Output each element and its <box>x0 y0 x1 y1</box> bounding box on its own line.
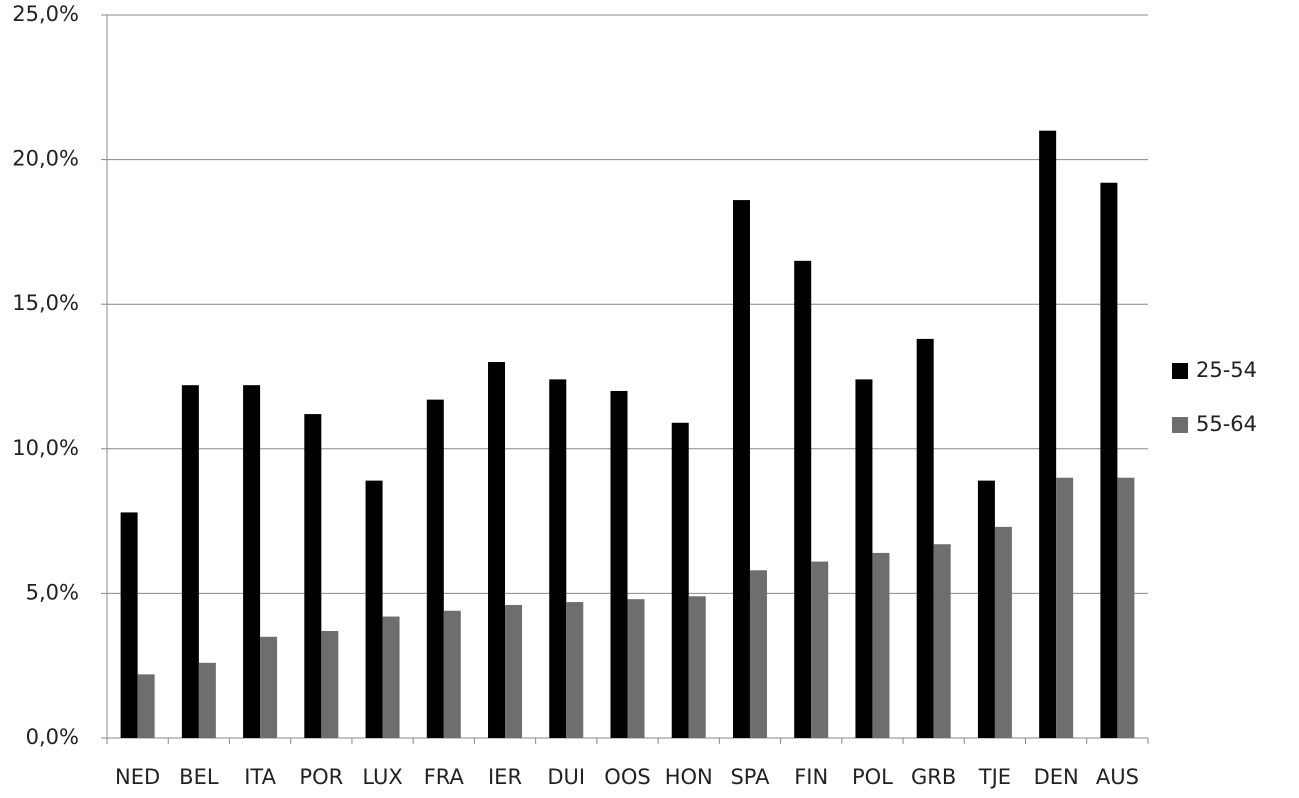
bar <box>181 385 199 738</box>
y-tick-label: 25,0% <box>12 2 79 26</box>
y-tick-label: 20,0% <box>12 147 79 171</box>
x-tick-label: HON <box>665 765 713 789</box>
bar <box>488 362 506 738</box>
y-tick-label: 15,0% <box>12 291 79 315</box>
x-tick-label: TJE <box>978 765 1011 789</box>
bar <box>855 379 873 738</box>
bar <box>627 599 645 738</box>
legend-swatch <box>1172 417 1188 433</box>
x-tick-label: POR <box>299 765 343 789</box>
bar <box>505 604 523 738</box>
bar <box>811 561 829 738</box>
bar <box>382 616 400 738</box>
x-tick-label: DUI <box>547 765 585 789</box>
x-tick-label: NED <box>115 765 160 789</box>
y-tick-label: 5,0% <box>26 580 79 604</box>
bar <box>426 399 444 738</box>
bar <box>933 544 951 738</box>
y-tick-label: 0,0% <box>26 725 79 749</box>
x-tick-label: AUS <box>1096 765 1139 789</box>
bar <box>321 630 339 738</box>
bar <box>1100 182 1118 739</box>
x-tick-label: DEN <box>1034 765 1079 789</box>
bar <box>260 636 278 738</box>
bar <box>1117 477 1135 738</box>
x-tick-label: LUX <box>362 765 402 789</box>
legend-label: 55-64 <box>1196 412 1257 436</box>
bar <box>365 480 383 738</box>
bar <box>688 596 706 738</box>
bar <box>243 385 261 738</box>
bar <box>671 422 689 738</box>
legend-label: 25-54 <box>1196 358 1257 382</box>
bar <box>566 602 584 738</box>
bar <box>1056 477 1074 738</box>
y-tick-label: 10,0% <box>12 436 79 460</box>
bar <box>304 414 322 738</box>
bar <box>794 260 812 738</box>
bar <box>610 390 628 738</box>
bar <box>1039 130 1057 738</box>
x-tick-label: BEL <box>179 765 219 789</box>
bar <box>137 674 155 738</box>
bar <box>198 662 216 738</box>
x-tick-label: GRB <box>911 765 956 789</box>
x-tick-label: FIN <box>794 765 828 789</box>
legend-swatch <box>1172 363 1188 379</box>
bar <box>994 526 1012 738</box>
bar <box>732 200 750 738</box>
bar <box>916 338 934 738</box>
x-tick-label: SPA <box>730 765 770 789</box>
x-tick-label: OOS <box>604 765 650 789</box>
x-tick-label: ITA <box>244 765 276 789</box>
x-tick-label: POL <box>852 765 893 789</box>
bar <box>977 480 995 738</box>
bar <box>120 512 138 738</box>
bar <box>443 610 461 738</box>
x-tick-label: IER <box>488 765 522 789</box>
bar <box>549 379 567 738</box>
bar <box>749 570 767 738</box>
x-tick-label: FRA <box>424 765 465 789</box>
bar <box>872 552 890 738</box>
